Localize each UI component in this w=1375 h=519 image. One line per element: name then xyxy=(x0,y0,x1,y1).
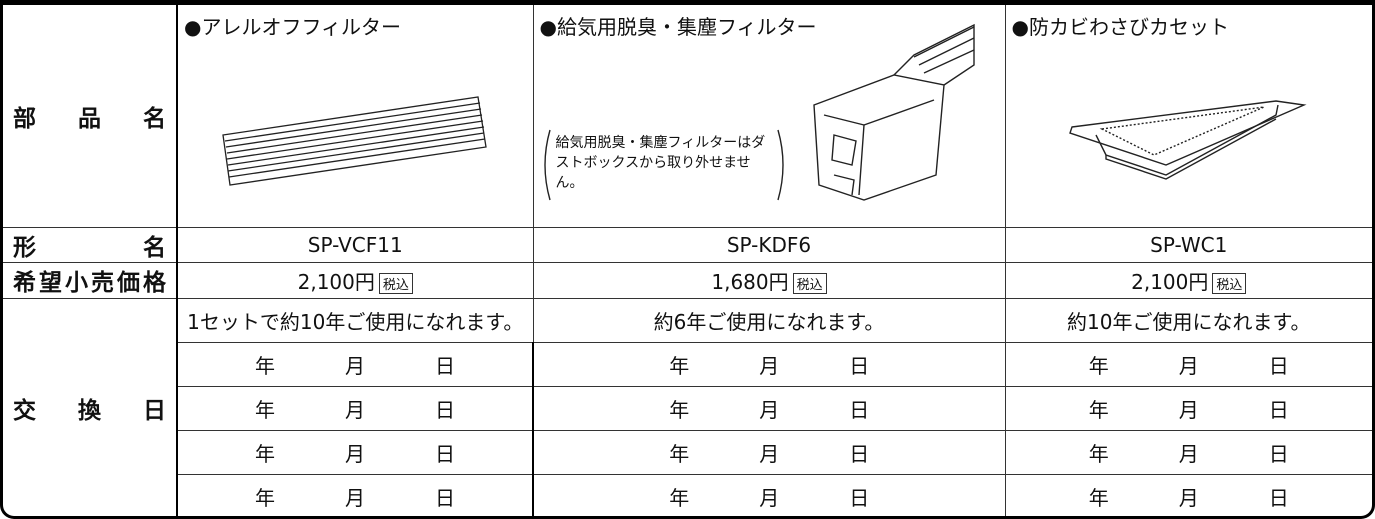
date-unit: 月 xyxy=(759,485,780,510)
date-unit: 日 xyxy=(435,441,455,466)
cell: ●防カビわさびカセット xyxy=(1004,5,1372,228)
date-unit: 年 xyxy=(255,353,275,378)
parts-table: 部品名 ●アレルオフフィルター ●給気用脱臭・集塵フィルター 給気用脱臭・集塵フ… xyxy=(3,5,1372,516)
date-cell: 年月日 xyxy=(177,341,534,387)
date-cell: 年月日 xyxy=(1004,429,1372,475)
date-unit: 日 xyxy=(849,485,870,510)
tax-label: 税込 xyxy=(378,272,413,294)
price: 2,100円 xyxy=(1131,269,1209,294)
date-unit: 月 xyxy=(345,485,365,510)
date-unit: 年 xyxy=(255,397,275,422)
date-unit: 年 xyxy=(669,485,690,510)
date-cell: 年月日 xyxy=(532,429,1006,475)
price: 2,100円 xyxy=(297,269,375,294)
date-unit: 月 xyxy=(1178,353,1199,378)
part-name: ●アレルオフフィルター xyxy=(184,15,402,39)
filter-illustration xyxy=(222,96,487,186)
date-unit: 日 xyxy=(435,485,455,510)
date-cell: 年月日 xyxy=(1004,385,1372,431)
date-unit: 日 xyxy=(1268,353,1289,378)
date-unit: 年 xyxy=(1088,485,1109,510)
date-unit: 日 xyxy=(1268,485,1289,510)
model: SP-VCF11 xyxy=(176,226,534,263)
usage: 約6年ご使用になれます。 xyxy=(532,297,1006,343)
date-unit: 年 xyxy=(255,485,275,510)
date-cell: 年月日 xyxy=(532,385,1006,431)
model: SP-KDF6 xyxy=(532,226,1006,263)
date-unit: 年 xyxy=(669,441,690,466)
date-unit: 年 xyxy=(669,353,690,378)
tax-label: 税込 xyxy=(1212,272,1247,294)
cassette-illustration xyxy=(1068,100,1307,180)
date-cell: 年月日 xyxy=(532,473,1006,516)
date-unit: 年 xyxy=(669,397,690,422)
date-unit: 日 xyxy=(849,397,870,422)
date-unit: 日 xyxy=(849,353,870,378)
date-unit: 年 xyxy=(255,441,275,466)
tax-label: 税込 xyxy=(792,272,827,294)
date-unit: 年 xyxy=(1088,397,1109,422)
part-name: ●防カビわさびカセット xyxy=(1011,15,1229,39)
model: SP-WC1 xyxy=(1004,226,1372,263)
date-cell: 年月日 xyxy=(177,473,534,516)
date-unit: 年 xyxy=(1088,353,1109,378)
date-unit: 月 xyxy=(1178,441,1199,466)
date-unit: 月 xyxy=(1178,397,1199,422)
price-cell: 1,680円 税込 xyxy=(532,261,1006,299)
date-unit: 月 xyxy=(345,441,365,466)
date-cell: 年月日 xyxy=(1004,473,1372,516)
price: 1,680円 xyxy=(711,269,789,294)
row-label: 交換日 xyxy=(3,297,178,516)
date-unit: 月 xyxy=(345,397,365,422)
date-cell: 年月日 xyxy=(177,385,534,431)
row-label: 形名 xyxy=(3,226,178,263)
date-cell: 年月日 xyxy=(532,341,1006,387)
date-unit: 日 xyxy=(435,353,455,378)
date-unit: 日 xyxy=(435,397,455,422)
note: 給気用脱臭・集塵フィルターはダストボックスから取り外せません。 xyxy=(555,135,766,191)
date-unit: 月 xyxy=(759,441,780,466)
part-name: ●給気用脱臭・集塵フィルター xyxy=(539,15,817,39)
cell: ●アレルオフフィルター xyxy=(176,5,534,228)
date-unit: 日 xyxy=(1268,441,1289,466)
date-unit: 日 xyxy=(1268,397,1289,422)
date-unit: 月 xyxy=(1178,485,1199,510)
date-cell: 年月日 xyxy=(1004,341,1372,387)
price-cell: 2,100円 税込 xyxy=(176,261,534,299)
date-unit: 月 xyxy=(759,353,780,378)
date-unit: 日 xyxy=(849,441,870,466)
filter-illustration xyxy=(543,23,975,201)
date-cell: 年月日 xyxy=(177,429,534,475)
price-cell: 2,100円 税込 xyxy=(1004,261,1372,299)
row-label: 部品名 xyxy=(3,5,178,228)
date-unit: 月 xyxy=(759,397,780,422)
date-unit: 月 xyxy=(345,353,365,378)
row-label: 希望小売価格 xyxy=(3,261,178,299)
cell: ●給気用脱臭・集塵フィルター 給気用脱臭・集塵フィルターはダストボックスから取り… xyxy=(532,5,1006,228)
usage: 約10年ご使用になれます。 xyxy=(1004,297,1372,343)
date-unit: 年 xyxy=(1088,441,1109,466)
usage: 1セットで約10年ご使用になれます。 xyxy=(176,297,534,343)
